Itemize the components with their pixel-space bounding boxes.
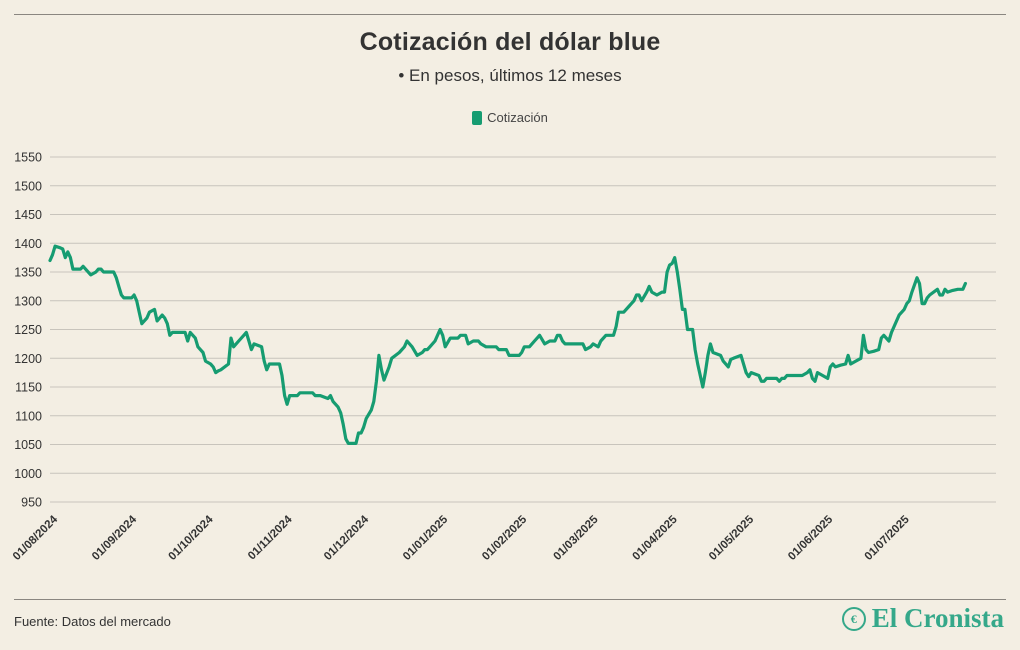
y-tick-label: 1500	[14, 179, 42, 193]
grid	[50, 156, 996, 503]
brand-name: El Cronista	[871, 603, 1004, 633]
x-tick-label: 01/02/2025	[480, 513, 530, 563]
y-tick-label: 1450	[14, 208, 42, 222]
x-tick-label: 01/11/2024	[246, 513, 295, 562]
y-tick-label: 1200	[14, 352, 42, 366]
x-tick-label: 01/04/2025	[631, 513, 681, 563]
y-tick-label: 1300	[14, 294, 42, 308]
series-line-cotizacion	[48, 244, 968, 445]
x-tick-label: 01/05/2025	[707, 513, 757, 563]
x-tick-label: 01/12/2024	[322, 513, 372, 563]
series-layer	[48, 244, 968, 445]
x-tick-label: 01/03/2025	[552, 513, 602, 563]
x-tick-label: 01/01/2025	[401, 513, 451, 563]
bottom-rule	[14, 599, 1006, 600]
top-rule	[14, 14, 1006, 15]
y-tick-label: 1150	[15, 381, 42, 395]
x-tick-label: 01/08/2024	[11, 513, 61, 563]
x-tick-label: 01/10/2024	[166, 513, 216, 563]
source-note: Fuente: Datos del mercado	[14, 614, 171, 629]
y-tick-label: 1250	[14, 323, 42, 337]
y-tick-label: 1050	[14, 438, 42, 452]
el-cronista-logo-icon: €	[841, 606, 866, 631]
legend-label: Cotización	[487, 110, 548, 125]
y-tick-label: 1550	[14, 151, 42, 165]
brand-logo: € El Cronista	[841, 603, 1004, 634]
y-axis: 950 1000 1050 1100 1150 1200 1250 1300 1350 1400 1…	[14, 151, 42, 510]
line-chart: 950 1000 1050 1100 1150 1200 1250 1300 1350 1400 1…	[11, 151, 996, 563]
chart-subtitle: • En pesos, últimos 12 meses	[398, 66, 622, 85]
x-axis: 01/08/2024 01/09/2024 01/10/2024 01/11/2024…	[11, 513, 912, 563]
legend-swatch	[472, 110, 483, 125]
y-tick-label: 1100	[15, 409, 42, 423]
chart-title: Cotización del dólar blue	[359, 28, 661, 56]
y-tick-label: 1350	[14, 266, 42, 280]
x-tick-label: 01/07/2025	[863, 513, 913, 563]
x-tick-label: 01/09/2024	[90, 513, 140, 563]
x-tick-label: 01/06/2025	[786, 513, 836, 563]
y-tick-label: 1000	[14, 467, 42, 481]
y-tick-label: 1400	[14, 237, 42, 251]
legend: Cotización	[0, 110, 1020, 125]
y-tick-label: 950	[21, 496, 42, 510]
